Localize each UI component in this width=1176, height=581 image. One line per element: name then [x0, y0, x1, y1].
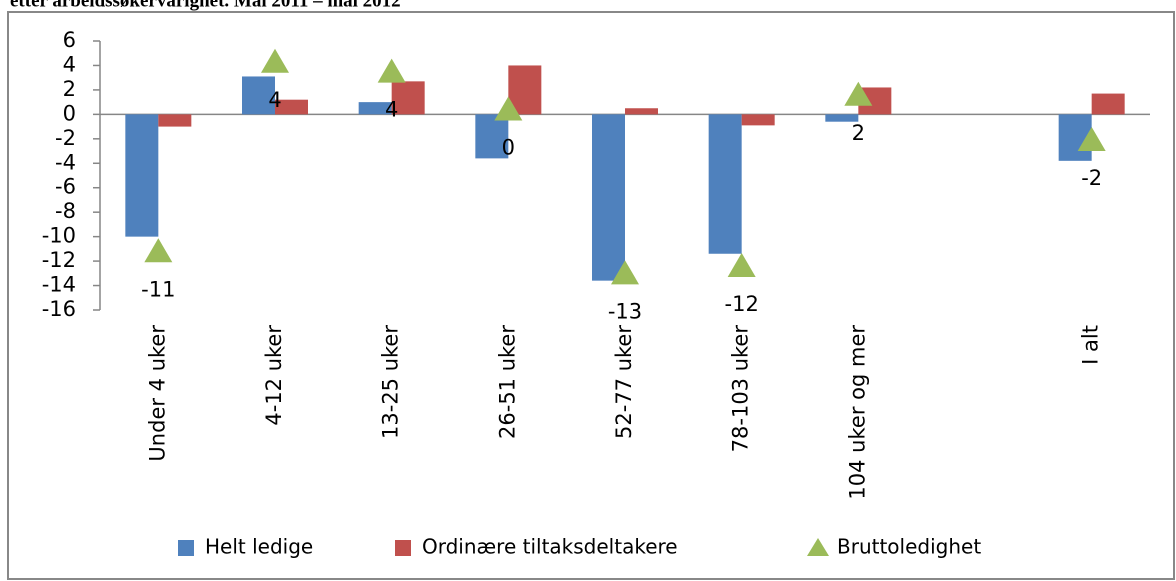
data-label: 4 — [385, 98, 398, 122]
legend-label: Helt ledige — [205, 535, 313, 559]
data-label: -11 — [141, 277, 175, 301]
y-tick-label: -4 — [55, 150, 76, 174]
legend-label: Bruttoledighet — [837, 535, 981, 559]
y-tick-label: -10 — [42, 224, 76, 248]
triangle-marker — [1077, 127, 1106, 152]
data-label: 2 — [852, 121, 865, 145]
bar — [391, 81, 425, 115]
triangle-marker — [377, 58, 406, 83]
y-tick-label: 6 — [63, 28, 76, 52]
legend-swatch — [807, 538, 829, 556]
y-tick-label: -6 — [55, 175, 76, 199]
legend-label: Ordinære tiltaksdeltakere — [422, 535, 678, 559]
bar — [158, 114, 192, 127]
chart-title: etter arbeidssøkervarighet. Mai 2011 – m… — [10, 0, 401, 11]
bar — [242, 76, 275, 115]
x-tick-label: 52-77 uker — [612, 325, 636, 439]
x-tick-label: 78-103 uker — [729, 325, 753, 453]
bar — [741, 114, 775, 126]
triangle-marker — [261, 48, 289, 73]
x-tick-label: 13-25 uker — [379, 325, 403, 439]
data-label: 0 — [502, 135, 515, 159]
triangle-marker — [844, 81, 873, 106]
y-tick-label: 2 — [63, 77, 76, 101]
y-tick-label: -12 — [42, 248, 76, 272]
data-label: 4 — [268, 88, 281, 112]
triangle-marker — [144, 238, 173, 263]
chart-frame — [7, 11, 1175, 580]
y-tick-label: -16 — [42, 297, 76, 321]
data-label: -13 — [608, 299, 642, 323]
y-tick-label: 4 — [63, 52, 76, 76]
x-tick-label: I alt — [1079, 325, 1103, 365]
triangle-marker — [494, 96, 523, 121]
y-tick-label: -8 — [55, 199, 76, 223]
y-tick-label: -2 — [55, 126, 76, 150]
bar — [708, 114, 742, 254]
bar — [625, 108, 658, 115]
bar — [125, 114, 159, 237]
y-tick-label: -14 — [42, 273, 76, 297]
bar — [475, 114, 509, 159]
legend-swatch — [178, 540, 194, 556]
x-tick-label: Under 4 uker — [145, 325, 169, 462]
data-label: -2 — [1081, 166, 1102, 190]
triangle-marker — [611, 260, 639, 285]
x-tick-label: 4-12 uker — [262, 325, 286, 426]
bar — [592, 114, 625, 281]
x-tick-label: 26-51 uker — [495, 325, 519, 439]
bar — [825, 114, 859, 122]
triangle-marker — [727, 252, 756, 277]
x-tick-label: 104 uker og mer — [845, 325, 869, 500]
bar — [275, 99, 308, 115]
data-label: -12 — [725, 292, 759, 316]
bar — [1091, 93, 1125, 115]
bar — [358, 102, 392, 115]
legend-swatch — [395, 540, 411, 556]
y-tick-label: 0 — [63, 101, 76, 125]
